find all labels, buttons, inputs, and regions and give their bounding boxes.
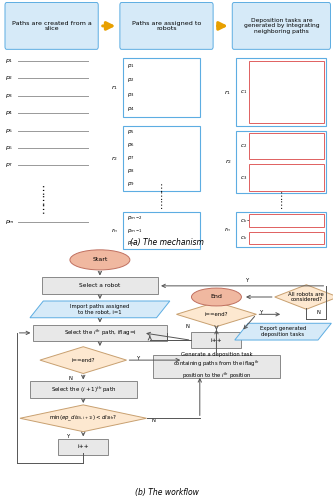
Text: ⋯: ⋯ <box>38 192 48 203</box>
Text: Export generated
deposition tasks: Export generated deposition tasks <box>260 326 306 337</box>
Bar <box>249 214 324 227</box>
Bar <box>123 212 200 249</box>
Text: $p_{4}$: $p_{4}$ <box>127 106 135 114</box>
Text: $p_{8}$: $p_{8}$ <box>127 168 135 175</box>
Text: ⋯: ⋯ <box>38 183 48 194</box>
Polygon shape <box>40 346 127 374</box>
Ellipse shape <box>70 250 130 270</box>
Text: $r_{2}$: $r_{2}$ <box>111 154 118 163</box>
Text: Select the $i^{th}$ path, iflag=i: Select the $i^{th}$ path, iflag=i <box>64 328 136 338</box>
Text: Import paths assigned
to the robot, i=1: Import paths assigned to the robot, i=1 <box>70 304 130 315</box>
Text: $p_{6}$: $p_{6}$ <box>127 142 135 150</box>
Text: $p_{1}$: $p_{1}$ <box>127 62 135 70</box>
Text: $r_{2}$: $r_{2}$ <box>224 158 231 166</box>
Text: $p_{3}$: $p_{3}$ <box>127 91 135 99</box>
Text: $p_{9}$: $p_{9}$ <box>127 180 135 188</box>
Text: $p_7$: $p_7$ <box>5 162 13 170</box>
Bar <box>249 232 324 244</box>
Text: $p_3$: $p_3$ <box>5 92 13 100</box>
Text: $p_{2}$: $p_{2}$ <box>127 76 135 84</box>
Text: $c_{k-1}$: $c_{k-1}$ <box>240 216 254 224</box>
Text: $p_{m-2}$: $p_{m-2}$ <box>127 214 143 222</box>
Bar <box>236 58 326 126</box>
Polygon shape <box>275 284 333 310</box>
Text: ⋯: ⋯ <box>276 198 286 207</box>
Text: $c_{k}$: $c_{k}$ <box>240 234 248 242</box>
Text: i++: i++ <box>78 444 89 449</box>
Bar <box>236 130 326 194</box>
Text: i==end?: i==end? <box>205 312 228 317</box>
Text: Generate a deposition task
containing paths from the iflag$^{th}$
position to th: Generate a deposition task containing pa… <box>173 352 260 380</box>
Text: $p_{7}$: $p_{7}$ <box>127 154 135 162</box>
Polygon shape <box>235 324 331 340</box>
Bar <box>153 354 280 378</box>
Text: End: End <box>210 294 222 300</box>
Text: (b) The workflow: (b) The workflow <box>135 488 198 497</box>
Text: ⋯: ⋯ <box>157 198 166 207</box>
Text: ⋯: ⋯ <box>38 202 48 213</box>
Text: Deposition tasks are
generated by integrating
neighboring paths: Deposition tasks are generated by integr… <box>243 18 319 34</box>
Bar <box>236 212 326 247</box>
Text: Select a robot: Select a robot <box>79 284 121 288</box>
Text: $\min(ep\_dis_{(i,i+1)})< dis_{th}$?: $\min(ep\_dis_{(i,i+1)})< dis_{th}$? <box>49 414 118 423</box>
Bar <box>58 439 108 454</box>
Bar <box>30 382 137 398</box>
Text: $p_1$: $p_1$ <box>5 57 13 65</box>
Text: N: N <box>151 418 155 423</box>
Polygon shape <box>176 302 256 326</box>
FancyBboxPatch shape <box>232 2 330 50</box>
Text: $p_6$: $p_6$ <box>5 144 13 152</box>
Polygon shape <box>30 301 170 318</box>
Bar <box>249 164 324 191</box>
Text: ⋯: ⋯ <box>276 190 286 200</box>
Text: $p_{5}$: $p_{5}$ <box>127 128 135 136</box>
FancyBboxPatch shape <box>120 2 213 50</box>
Text: $c_{3}$: $c_{3}$ <box>240 174 247 182</box>
Bar <box>249 133 324 160</box>
Text: $p_2$: $p_2$ <box>5 74 13 82</box>
Text: $r_{1}$: $r_{1}$ <box>224 88 231 96</box>
Bar <box>123 126 200 191</box>
Text: i==end?: i==end? <box>72 358 95 362</box>
Text: $c_{1}$: $c_{1}$ <box>240 88 247 96</box>
Text: Start: Start <box>92 258 108 262</box>
Text: $p_5$: $p_5$ <box>5 126 13 134</box>
Bar <box>33 324 167 342</box>
Text: Y: Y <box>246 278 250 283</box>
Text: $p_4$: $p_4$ <box>5 109 13 117</box>
Text: N: N <box>69 376 73 380</box>
Text: $c_{2}$: $c_{2}$ <box>240 142 247 150</box>
Text: ⋯: ⋯ <box>157 182 166 191</box>
Text: i++: i++ <box>211 338 222 343</box>
Text: (a) The mechanism: (a) The mechanism <box>130 238 203 247</box>
Text: $p_{m}$: $p_{m}$ <box>127 239 136 247</box>
Text: $p_m$: $p_m$ <box>5 218 15 226</box>
Text: $p_{m-1}$: $p_{m-1}$ <box>127 226 143 234</box>
Text: $r_{1}$: $r_{1}$ <box>111 83 118 92</box>
Text: $r_{n}$: $r_{n}$ <box>111 226 118 235</box>
Text: ⋯: ⋯ <box>276 182 286 191</box>
Text: $r_{n}$: $r_{n}$ <box>224 225 231 234</box>
Text: Paths are created from a
slice: Paths are created from a slice <box>12 20 92 32</box>
Bar <box>42 278 158 294</box>
Text: Y: Y <box>260 310 263 315</box>
Ellipse shape <box>191 288 241 306</box>
Text: ⋯: ⋯ <box>157 190 166 200</box>
Text: N: N <box>316 310 320 315</box>
Bar <box>191 332 241 348</box>
Text: All robots are
considered?: All robots are considered? <box>288 292 324 302</box>
Bar <box>123 58 200 116</box>
Bar <box>249 61 324 124</box>
Text: N: N <box>185 324 189 328</box>
Polygon shape <box>20 405 147 431</box>
Text: Y: Y <box>67 434 70 438</box>
Text: Y: Y <box>137 356 140 361</box>
Text: Paths are assigned to
robots: Paths are assigned to robots <box>132 20 201 32</box>
FancyBboxPatch shape <box>5 2 98 50</box>
Text: Select the $(i+1)^{th}$ path: Select the $(i+1)^{th}$ path <box>51 384 116 395</box>
